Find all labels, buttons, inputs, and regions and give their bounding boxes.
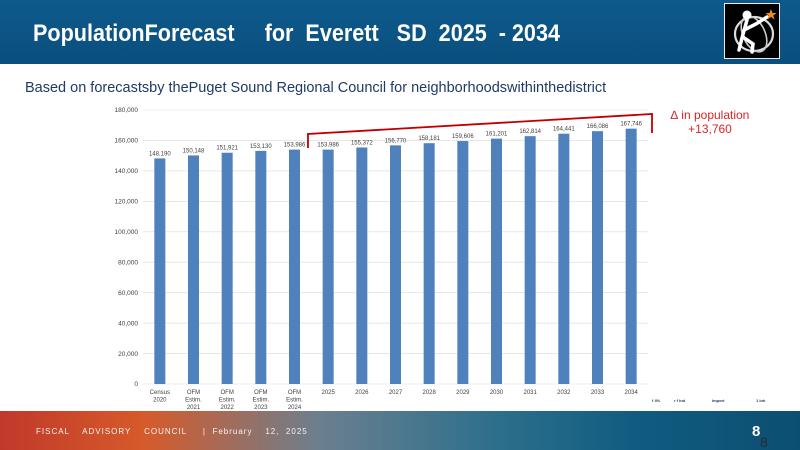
x-category-label: 2030 (490, 390, 504, 396)
x-category-label: 2032 (557, 390, 571, 396)
y-tick-label: 0 (134, 381, 138, 388)
logo-graphic (733, 9, 777, 54)
bar (625, 128, 637, 384)
bar (356, 147, 368, 384)
y-tick-label: 40,000 (118, 320, 138, 327)
x-category-label: 2020 (153, 398, 167, 404)
bar (255, 150, 267, 384)
bar (390, 145, 401, 384)
y-tick-label: 100,000 (115, 229, 139, 236)
bar (491, 138, 502, 384)
value-labels: 148,190 150,148 151,921 153,130 153,986 153,9… (149, 122, 643, 158)
bar-value-label: 159,606 (452, 134, 474, 140)
x-category-label: 2033 (591, 390, 605, 396)
bar-value-label: 162,814 (519, 129, 541, 135)
bar-value-label: 155,372 (351, 140, 373, 146)
bar-value-label: 153,986 (317, 143, 339, 149)
bar-value-label: 153,986 (284, 143, 306, 149)
x-category-label: 2029 (456, 390, 470, 396)
bar (188, 155, 199, 384)
bar (423, 143, 435, 384)
y-tick-label: 80,000 (118, 259, 138, 266)
x-category-label: OFM (288, 390, 301, 396)
y-tick-label: 140,000 (115, 168, 139, 175)
stray-mark-2: r f lnd (674, 398, 686, 403)
population-bar-chart: 0 20,000 40,000 60,000 80,000 100,000 120,000 1… (115, 107, 653, 411)
stray-mark-1: f 4% (652, 398, 661, 403)
page-number: 8 (752, 423, 761, 440)
bar-value-label: 151,921 (216, 146, 238, 152)
y-tick-label: 180,000 (115, 107, 139, 114)
x-category-label: Estim. (252, 398, 269, 404)
slide-title: PopulationForecast for Everett SD 2025 -… (33, 20, 560, 47)
page-number-echo: 8 (760, 434, 768, 450)
y-tick-label: 160,000 (115, 138, 139, 145)
x-category-label: Estim. (219, 398, 236, 404)
bar-value-label: 156,770 (385, 138, 407, 144)
bar (592, 131, 603, 384)
slide-subtitle: Based on forecastsby thePuget Sound Regi… (25, 80, 607, 96)
x-category-label: 2031 (523, 390, 537, 396)
bar (558, 133, 570, 384)
x-category-label: 2021 (187, 405, 201, 411)
stray-mark-4: 1 lnh (756, 398, 766, 403)
bar (457, 141, 469, 384)
bars (154, 128, 637, 384)
district-logo (724, 3, 780, 59)
stray-mark-3: lmport (712, 398, 725, 403)
forecast-bracket (307, 113, 653, 148)
bar-value-label: 158,181 (418, 136, 440, 142)
x-category-label: 2026 (355, 390, 369, 396)
delta-annotation-value: +13,760 (688, 122, 732, 136)
footer-bar: FISCAL ADVISORY COUNCIL | February 12, 2… (0, 411, 800, 450)
x-category-label: 2024 (288, 405, 302, 411)
bar-value-label: 164,441 (553, 127, 575, 133)
x-category-label: 2025 (321, 390, 335, 396)
y-tick-label: 20,000 (118, 351, 138, 358)
x-category-label: 2028 (422, 390, 436, 396)
x-category-label: Estim. (286, 398, 303, 404)
forecast-bracket-line (307, 113, 653, 148)
delta-annotation: ∆ in population +13,760 (660, 108, 760, 136)
x-category-label: Estim. (185, 398, 202, 404)
y-tick-label: 60,000 (118, 290, 138, 297)
delta-annotation-title: ∆ in population (670, 108, 750, 122)
bar-value-label: 150,148 (183, 148, 205, 154)
bar-value-label: 167,746 (620, 122, 642, 128)
x-category-label: OFM (187, 390, 200, 396)
x-category-label: 2034 (624, 390, 638, 396)
x-category-label: 2022 (220, 405, 234, 411)
x-category-label: OFM (220, 390, 233, 396)
bar (289, 149, 300, 384)
bar (221, 152, 233, 384)
bar-value-label: 153,130 (250, 144, 272, 150)
bar-value-label: 166,086 (587, 124, 609, 130)
x-category-label: Census (150, 390, 170, 396)
x-category-label: 2023 (254, 405, 268, 411)
bar-value-label: 148,190 (149, 151, 171, 157)
y-tick-label: 120,000 (115, 199, 139, 206)
x-category-label: OFM (254, 390, 267, 396)
bar-value-label: 161,201 (486, 132, 508, 138)
category-labels: Census2020OFMEstim.2021OFMEstim.2022OFME… (150, 390, 639, 411)
y-axis-ticks: 0 20,000 40,000 60,000 80,000 100,000 120,000 1… (115, 107, 139, 388)
x-category-label: 2027 (389, 390, 403, 396)
bar (524, 136, 536, 384)
footer-text: FISCAL ADVISORY COUNCIL | February 12, 2… (36, 427, 308, 436)
title-bar: PopulationForecast for Everett SD 2025 -… (0, 0, 800, 64)
bar (322, 149, 334, 384)
bar (154, 158, 166, 384)
